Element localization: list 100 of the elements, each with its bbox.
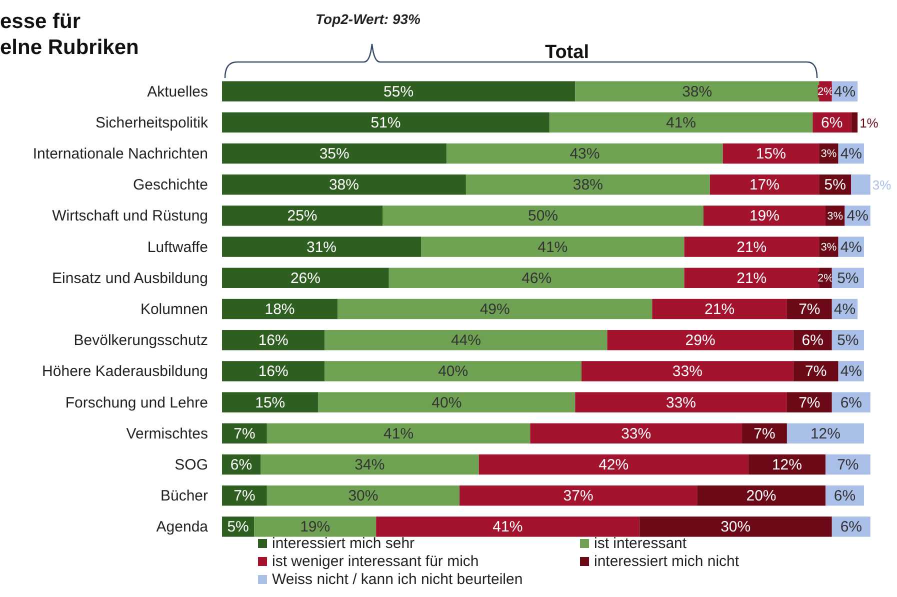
data-label: 42% [598, 456, 629, 474]
bar [530, 423, 742, 444]
y-tick-label: Forschung und Lehre [65, 394, 208, 412]
y-tick-label: Kolumnen [140, 301, 208, 318]
chart-subtitle: Total [545, 42, 589, 63]
data-label: 3% [872, 178, 892, 193]
chart-title: esse für elne Rubriken [0, 10, 139, 59]
data-label: 19% [300, 518, 330, 536]
data-label: 37% [563, 488, 594, 505]
bar [722, 143, 820, 164]
data-label: 7% [798, 394, 820, 412]
y-tick-label: Geschichte [132, 176, 208, 194]
data-label: 30% [720, 518, 751, 536]
data-label: 41% [492, 518, 523, 536]
data-label: 35% [319, 146, 350, 163]
data-label: 5% [837, 332, 859, 350]
data-label: 33% [621, 425, 652, 442]
data-label: 5% [837, 270, 859, 287]
data-label: 15% [255, 394, 286, 412]
text: Top2-Wert: 93% [315, 11, 422, 27]
bar [851, 174, 870, 195]
data-label: 30% [348, 488, 378, 505]
data-label: 7% [798, 301, 820, 318]
data-label: 1% [860, 115, 879, 130]
bar [222, 81, 576, 102]
data-label: 5% [227, 518, 249, 536]
data-label: 26% [290, 270, 320, 287]
bar [266, 423, 530, 444]
bar [222, 143, 447, 164]
bar [260, 454, 479, 475]
bar [460, 485, 698, 506]
bar [324, 330, 608, 350]
data-label: 55% [384, 83, 414, 100]
y-tick-label: Agenda [156, 518, 209, 536]
bar [748, 454, 826, 475]
bar [222, 206, 382, 226]
bar [338, 298, 652, 320]
data-label: 15% [756, 146, 786, 163]
bar [222, 174, 466, 195]
y-tick-label: Aktuelles [147, 83, 208, 100]
bar [466, 174, 710, 195]
bar [549, 112, 813, 133]
data-label: 40% [432, 394, 462, 412]
data-label: 29% [685, 332, 716, 350]
data-label: 38% [328, 176, 359, 194]
data-label: 6% [821, 114, 843, 132]
data-label: 4% [846, 208, 868, 225]
y-tick-label: Sicherheitspolitik [95, 114, 208, 132]
bar [575, 81, 820, 102]
y-tick-label: Luftwaffe [147, 238, 208, 256]
data-label: 20% [746, 488, 776, 505]
bar [684, 268, 820, 288]
data-label: 5% [824, 176, 846, 194]
bar [222, 298, 338, 320]
bar [222, 268, 389, 288]
data-label: 50% [528, 208, 558, 225]
bar [607, 330, 794, 350]
data-label: 4% [834, 301, 856, 318]
data-label: 12% [772, 456, 802, 474]
data-label: 38% [682, 83, 712, 100]
y-tick-label: Höhere Kaderausbildung [42, 363, 208, 380]
y-tick-label: Internationale Nachrichten [32, 146, 208, 163]
bar [851, 112, 858, 133]
legend-label: ist weniger interessant für mich [272, 553, 479, 570]
data-label: 18% [264, 301, 295, 318]
data-label: 41% [384, 425, 414, 442]
bar [652, 298, 787, 320]
data-label: 4% [834, 83, 856, 100]
data-label: 21% [736, 270, 767, 287]
bar [318, 392, 576, 412]
data-label: 41% [666, 114, 696, 132]
bar [382, 206, 704, 226]
data-label: 43% [570, 146, 600, 163]
data-label: 31% [306, 238, 337, 256]
bar [266, 485, 460, 506]
data-label: 21% [704, 301, 735, 318]
bar [421, 236, 684, 257]
data-label: 4% [840, 238, 862, 256]
y-tick-label: Bevölkerungsschutz [74, 332, 208, 350]
bar [478, 454, 748, 475]
legend-label: interessiert mich sehr [272, 535, 415, 552]
data-label: 16% [258, 363, 288, 380]
data-label: 16% [258, 332, 288, 350]
bar [222, 236, 422, 257]
data-label: 25% [287, 208, 318, 225]
bar [222, 392, 318, 412]
y-tick-label: Einsatz und Ausbildung [52, 270, 208, 287]
legend-label: Weiss nicht / kann ich nicht beurteilen [272, 571, 523, 588]
data-label: 12% [810, 425, 840, 442]
data-label: 7% [234, 488, 256, 505]
bar [254, 516, 376, 537]
data-label: 3% [820, 241, 837, 254]
y-tick-label: SOG [174, 456, 208, 474]
data-label: 40% [438, 363, 468, 380]
data-label: 7% [837, 456, 859, 474]
bar [793, 361, 838, 382]
data-label: 33% [666, 394, 696, 412]
bar [575, 392, 787, 412]
data-label: 4% [840, 363, 862, 380]
data-label: 6% [230, 456, 252, 474]
